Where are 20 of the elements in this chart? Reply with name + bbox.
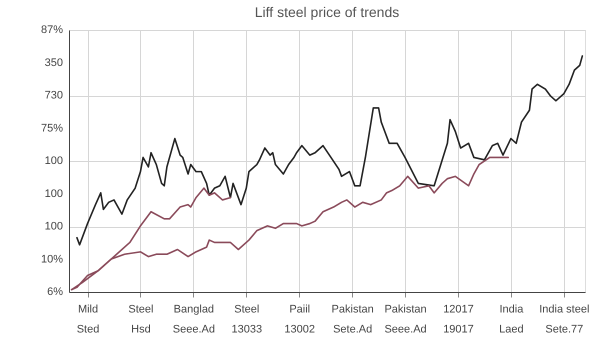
text: 100 — [44, 220, 63, 232]
x-tick-label: India Laed — [499, 304, 524, 336]
text: 6% — [47, 286, 64, 298]
text: 100 — [44, 155, 63, 167]
text: 350 — [44, 56, 63, 69]
x-tick-label: 12017 19017 — [443, 304, 474, 336]
text: 100 — [44, 188, 63, 200]
text: 10% — [40, 253, 64, 266]
chart-title: Liff steel price of trends — [254, 4, 400, 20]
x-tick-label: Banglad Seee.Ad — [172, 304, 215, 336]
text: 75% — [40, 122, 64, 134]
x-tick-label: Steel 13033 — [231, 304, 262, 336]
x-tick-label: Paiil 13002 — [284, 304, 316, 336]
x-tick-label: Mild Sted — [76, 304, 100, 336]
x-tick-label: Steel Hsd — [128, 304, 154, 336]
x-tick-label: Pakistan Seee.Ad — [384, 304, 427, 336]
x-tick-label: Pakistan Sete.Ad — [332, 304, 374, 336]
x-tick-label: India steel Sete.77 — [539, 304, 590, 336]
text: 87% — [40, 24, 64, 36]
text: 730 — [44, 90, 63, 102]
